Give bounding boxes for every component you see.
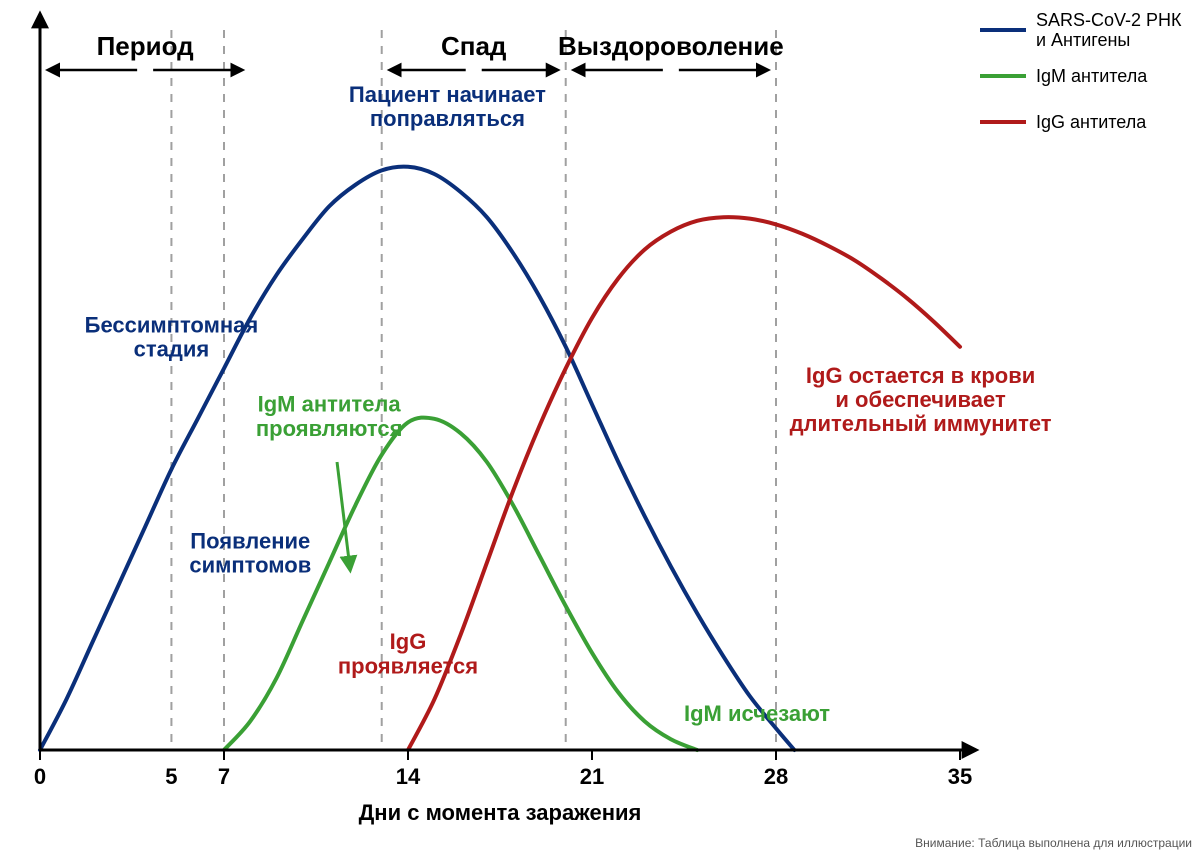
antibody-response-chart: ПериодСпадВыздороволениеБессимптомнаяста… [0,0,1200,830]
annotation-patient: Пациент начинаетпоправляться [349,82,546,131]
x-tick-label: 5 [165,764,177,789]
phase-label: Период [97,31,195,61]
x-tick-label: 35 [948,764,972,789]
x-tick-label: 14 [396,764,421,789]
annotation-symptoms: Появлениесимптомов [189,528,311,577]
annotation-igm-app: IgM антителапроявляются [256,392,403,441]
footer-note: Внимание: Таблица выполнена для иллюстра… [915,836,1192,850]
page-root: ПериодСпадВыздороволениеБессимптомнаяста… [0,0,1200,854]
phase-label: Выздороволение [558,31,784,61]
legend-label: IgG антитела [1036,112,1147,132]
x-tick-label: 0 [34,764,46,789]
x-tick-label: 28 [764,764,788,789]
x-axis-label: Дни с момента заражения [359,800,642,825]
x-tick-label: 7 [218,764,230,789]
phase-label: Спад [441,31,507,61]
x-tick-label: 21 [580,764,604,789]
annotation-igm-dis: IgM исчезают [684,701,830,726]
legend-label: IgM антитела [1036,66,1148,86]
